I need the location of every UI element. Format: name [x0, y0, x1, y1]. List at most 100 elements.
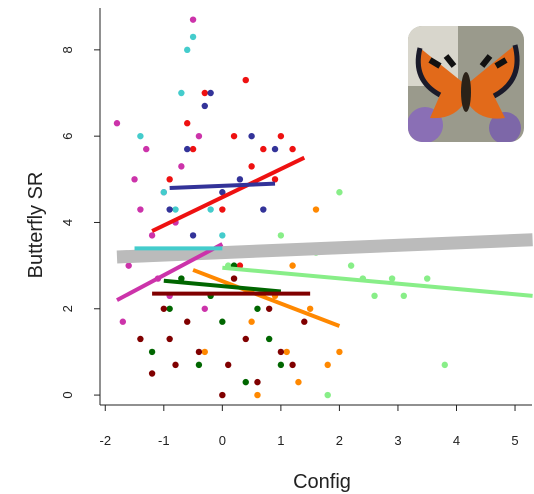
point: [219, 206, 226, 213]
point: [219, 318, 226, 325]
point: [289, 262, 296, 269]
fit-line: [192, 268, 341, 328]
point: [312, 206, 320, 213]
point: [242, 76, 249, 84]
point: [324, 361, 331, 369]
point: [184, 46, 191, 54]
point: [236, 176, 244, 183]
point: [178, 163, 185, 170]
fit-line: [116, 233, 533, 264]
x-tick-label: -1: [158, 433, 170, 448]
point: [277, 132, 285, 140]
fit-line: [163, 278, 282, 294]
point: [260, 145, 267, 153]
x-tick-label: -2: [99, 433, 111, 448]
y-tick-label: 8: [60, 46, 75, 53]
point: [178, 89, 185, 97]
y-tick-label: 0: [60, 391, 75, 398]
x-axis-label: Config: [293, 471, 351, 493]
point: [254, 378, 261, 386]
point: [113, 120, 121, 127]
point: [265, 305, 273, 312]
point: [289, 361, 296, 369]
point: [160, 189, 168, 196]
point: [301, 318, 308, 325]
x-tick-label: 5: [511, 433, 518, 448]
point: [166, 305, 173, 312]
point: [207, 206, 214, 213]
x-tick-label: 2: [336, 433, 343, 448]
point: [283, 348, 290, 356]
point: [201, 348, 208, 356]
point: [166, 206, 173, 213]
point: [148, 232, 156, 239]
point: [189, 33, 197, 41]
point: [219, 232, 226, 239]
point: [324, 391, 331, 399]
fit-line: [222, 265, 533, 298]
point: [201, 89, 208, 97]
fit-line: [151, 155, 306, 233]
point: [242, 335, 249, 343]
point: [207, 89, 214, 97]
point: [137, 335, 144, 343]
point: [184, 145, 191, 153]
point: [172, 206, 179, 213]
point: [131, 176, 138, 183]
point: [277, 348, 285, 356]
point: [166, 335, 173, 343]
point: [277, 232, 285, 239]
point: [189, 145, 197, 153]
point: [271, 145, 279, 153]
point: [224, 361, 232, 369]
point: [242, 378, 249, 386]
x-tick-label: 1: [277, 433, 284, 448]
fit-line: [169, 181, 276, 190]
point: [119, 318, 127, 325]
point: [260, 206, 267, 213]
point: [189, 16, 197, 23]
point: [248, 318, 255, 325]
point: [336, 189, 343, 196]
point: [219, 391, 226, 399]
point: [277, 361, 285, 369]
fit-line: [116, 242, 224, 302]
point: [248, 163, 255, 170]
y-tick-label: 2: [60, 305, 75, 312]
point: [441, 361, 448, 369]
point: [254, 305, 261, 312]
y-tick-label: 6: [60, 133, 75, 140]
point: [230, 132, 238, 140]
point: [178, 275, 185, 282]
point: [184, 120, 191, 127]
point: [143, 145, 150, 153]
point: [371, 292, 378, 300]
x-tick-label: 0: [219, 433, 226, 448]
point: [148, 348, 156, 356]
point: [271, 176, 279, 183]
point: [219, 189, 226, 196]
point: [195, 348, 203, 356]
point: [160, 305, 168, 312]
point: [295, 378, 302, 386]
point: [137, 206, 144, 213]
point: [347, 262, 355, 269]
point: [148, 370, 156, 377]
point: [306, 305, 314, 312]
butterfly-photo: [408, 26, 524, 142]
point: [166, 176, 173, 183]
point: [265, 335, 273, 343]
point: [336, 348, 343, 356]
point: [189, 232, 197, 239]
y-axis-label: Butterfly SR: [25, 172, 47, 279]
x-tick-label: 3: [394, 433, 401, 448]
point: [195, 132, 203, 140]
point: [201, 102, 208, 110]
point: [424, 275, 431, 282]
x-tick-label: 4: [453, 433, 460, 448]
point: [125, 262, 132, 269]
point: [248, 132, 255, 140]
point: [254, 391, 261, 399]
point: [137, 132, 144, 140]
